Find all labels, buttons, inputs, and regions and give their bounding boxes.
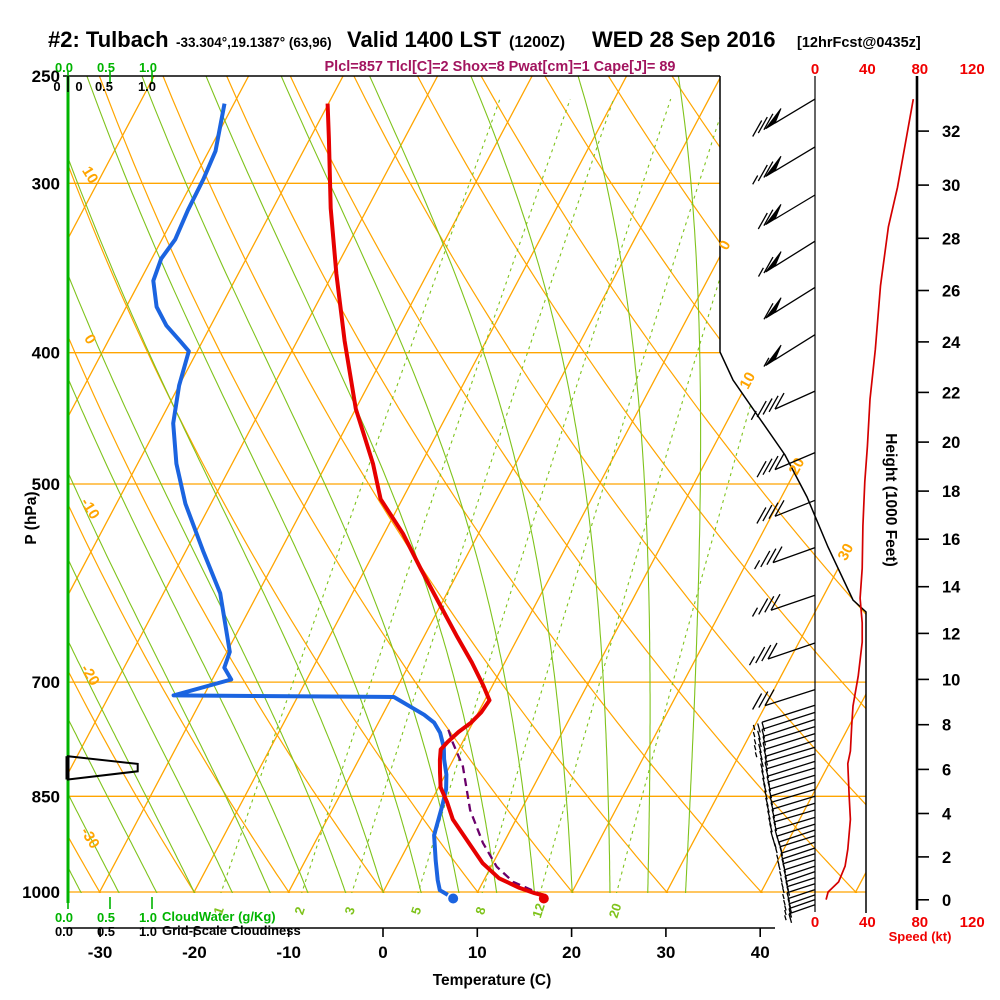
tick-label: 12 xyxy=(942,625,960,643)
skewt-background-grid xyxy=(68,76,866,893)
tick-label: 700 xyxy=(32,673,60,692)
tick-label: -30 xyxy=(88,943,113,962)
temperature-axis-title: Temperature (C) xyxy=(433,972,552,989)
temperature-curve xyxy=(325,103,545,898)
title-fcst: [12hrFcst@0435z] xyxy=(797,35,921,51)
axes-and-frame: -30 -20 -10 0 10 20 30 402503004005007008501000… xyxy=(22,61,985,962)
title-station: #2: Tulbach xyxy=(48,27,169,52)
tick-label: 20 xyxy=(785,455,808,478)
tick-label: 6 xyxy=(942,761,951,779)
tick-label: 80 xyxy=(911,914,928,931)
tick-label: 400 xyxy=(32,344,60,363)
tick-label: 0.5 xyxy=(97,924,115,939)
tick-label: 0.5 xyxy=(97,910,115,925)
tick-label: 1.0 xyxy=(139,910,157,925)
tick-label: 0.0 xyxy=(55,924,73,939)
tick-label: -10 xyxy=(276,943,301,962)
tick-label: 0.0 xyxy=(55,910,73,925)
tick-label: 32 xyxy=(942,123,960,141)
pressure-axis-title: P (hPa) xyxy=(23,491,40,544)
tick-label: -30 xyxy=(77,824,103,851)
tick-label: 8 xyxy=(942,717,951,735)
tick-label: 40 xyxy=(859,914,876,931)
tick-label: 40 xyxy=(751,943,770,962)
wind-speed-profile xyxy=(825,98,915,900)
tick-label: 850 xyxy=(32,787,60,806)
surface-dewpoint-dot xyxy=(448,893,459,904)
title-coords: -33.304°,19.1387° (63,96) xyxy=(176,35,332,50)
stability-indices: Plcl=857 Tlcl[C]=2 Shox=8 Pwat[cm]=1 Cap… xyxy=(325,59,676,75)
tick-label: 0 xyxy=(80,331,99,347)
tick-label: 20 xyxy=(606,901,625,919)
tick-label: 30 xyxy=(942,177,960,195)
tick-label: 24 xyxy=(942,334,961,352)
tick-label: 0 xyxy=(75,79,82,94)
tick-label: 22 xyxy=(942,384,960,402)
sounding-curves xyxy=(151,103,549,904)
tick-label: 14 xyxy=(942,579,961,597)
tick-label: 4 xyxy=(942,805,952,823)
height-axis-title: Height (1000 Feet) xyxy=(882,433,899,567)
tick-label: 0 xyxy=(53,79,60,94)
title-zulu: (1200Z) xyxy=(509,34,565,51)
tick-label: 300 xyxy=(32,174,60,193)
tick-label: 40 xyxy=(859,61,876,78)
tick-label: 8 xyxy=(472,905,489,917)
tick-label: 80 xyxy=(911,61,928,78)
title-valid: Valid 1400 LST xyxy=(347,27,502,52)
tick-label: 16 xyxy=(942,531,960,549)
chart-generated-content: -30 -20 -10 0 10 20 30 402503004005007008501000… xyxy=(22,60,985,962)
tick-label: 1 xyxy=(210,905,227,917)
tick-label: 10 xyxy=(736,369,759,392)
tick-label: 120 xyxy=(960,61,985,78)
tick-label: 12 xyxy=(529,901,548,919)
tick-label: 1000 xyxy=(22,883,60,902)
tick-label: 0 xyxy=(811,914,819,931)
tick-label: 0.5 xyxy=(97,60,115,75)
tick-label: 500 xyxy=(32,475,60,494)
cloudwater-label: CloudWater (g/Kg) xyxy=(162,909,276,924)
tick-label: 0 xyxy=(942,892,951,910)
tick-label: 10 xyxy=(942,671,960,689)
tick-label: 3 xyxy=(341,905,358,917)
tick-label: 120 xyxy=(960,914,985,931)
tick-label: 20 xyxy=(942,434,960,452)
parcel-path-curve xyxy=(447,729,545,897)
tick-label: 0.0 xyxy=(55,60,73,75)
tick-label: 30 xyxy=(656,943,675,962)
tick-label: 1.0 xyxy=(139,60,157,75)
tick-label: 10 xyxy=(78,163,101,186)
cloud-fraction-profile xyxy=(65,755,139,781)
tick-label: 30 xyxy=(835,541,858,564)
tick-label: 250 xyxy=(32,67,60,86)
speed-axis-title: Speed (kt) xyxy=(889,929,952,944)
tick-label: 20 xyxy=(562,943,581,962)
tick-label: 2 xyxy=(942,849,951,867)
tick-label: 18 xyxy=(942,483,960,501)
tick-label: 10 xyxy=(468,943,487,962)
wind-barbs xyxy=(748,98,816,923)
cloudiness-label: Grid-Scale Cloudiness xyxy=(162,923,301,938)
tick-label: 28 xyxy=(942,230,960,248)
tick-label: 0.5 xyxy=(95,79,113,94)
title-date: WED 28 Sep 2016 xyxy=(592,27,775,52)
tick-label: 1.0 xyxy=(138,79,156,94)
cloud-scales: 0.00.00.00.50.50.51.01.01.00 0 0.5 1.0 xyxy=(53,60,157,939)
tick-label: 5 xyxy=(408,905,425,917)
tick-label: 0 xyxy=(378,943,387,962)
tick-label: 0 xyxy=(811,61,819,78)
tick-label: 26 xyxy=(942,283,960,301)
tick-label: 0 xyxy=(716,238,735,253)
tick-label: 1.0 xyxy=(139,924,157,939)
tick-label: -20 xyxy=(182,943,207,962)
tick-label: 2 xyxy=(291,905,308,917)
surface-temp-dot xyxy=(538,893,549,904)
